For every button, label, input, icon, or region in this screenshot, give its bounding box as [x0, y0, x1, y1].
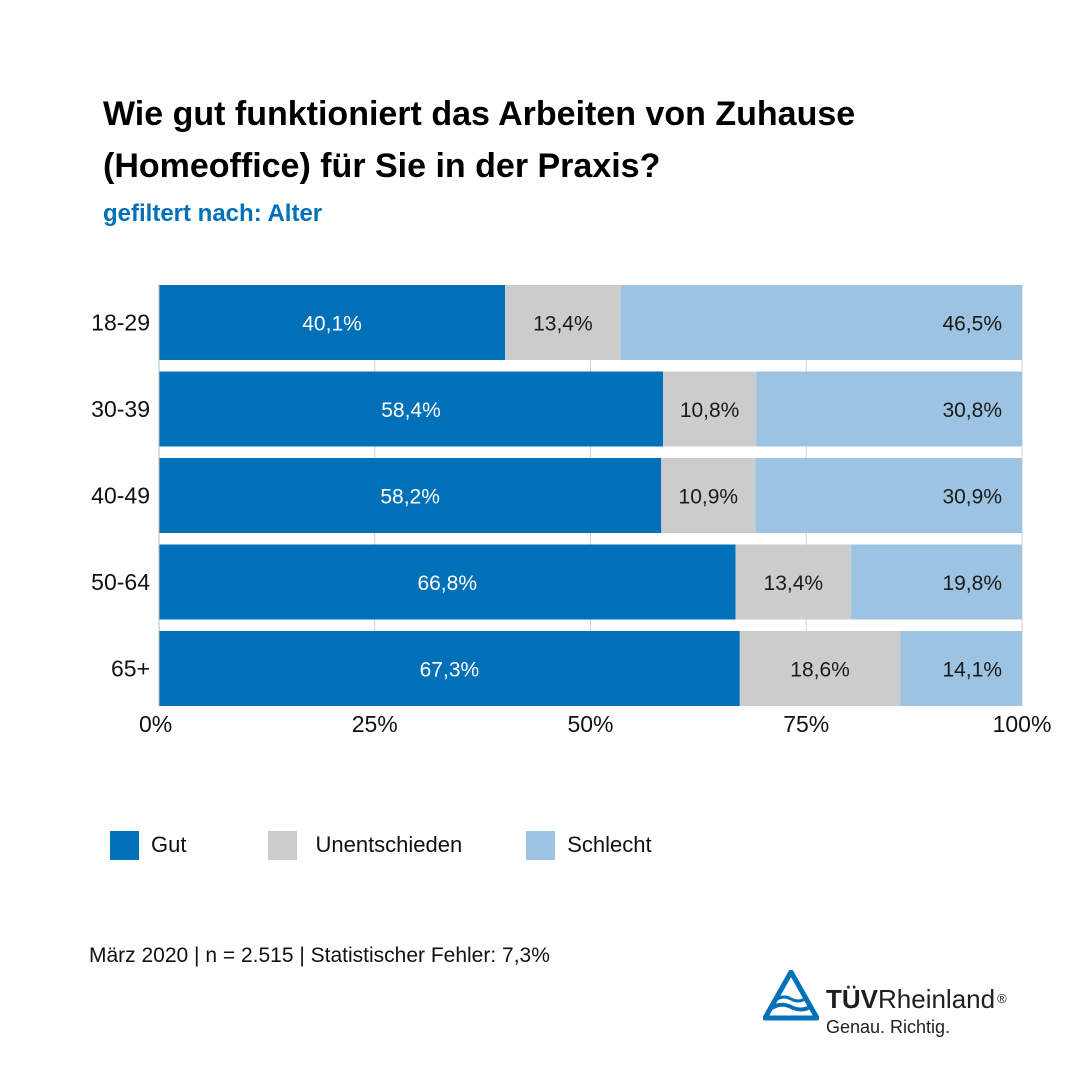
x-tick-label: 25%: [352, 711, 398, 737]
legend-swatch: [526, 830, 556, 860]
chart-title: Wie gut funktioniert das Arbeiten von Zu…: [103, 95, 856, 185]
data-label: 18,6%: [790, 659, 850, 682]
category-label: 30-39: [91, 396, 150, 422]
category-label: 18-29: [91, 310, 150, 336]
data-label: 19,8%: [942, 572, 1002, 595]
data-label: 13,4%: [533, 313, 593, 336]
data-label: 30,8%: [942, 399, 1002, 422]
legend-label: Schlecht: [567, 832, 652, 857]
stacked-bar-chart: 40,1% 13,4% 46,5% 18-29 58,4% 10,8% 30,8% 30-39…: [91, 285, 1052, 737]
data-label: 58,4%: [381, 399, 441, 422]
bar-segment: [159, 458, 662, 533]
legend-item: Gut: [110, 830, 268, 860]
legend-item: Schlecht: [526, 830, 652, 860]
category-label: 40-49: [91, 483, 150, 509]
category-label: 65+: [111, 656, 150, 682]
data-label: 10,8%: [680, 399, 740, 422]
legend-item: Unentschieden: [268, 830, 526, 860]
logo-tagline: Genau. Richtig.: [826, 1017, 951, 1037]
bar-segment: [900, 631, 1022, 706]
data-label: 14,1%: [942, 659, 1002, 682]
bar-segment: [739, 631, 901, 706]
bar-segment: [159, 285, 506, 360]
data-label: 40,1%: [302, 313, 362, 336]
data-label: 13,4%: [764, 572, 824, 595]
x-tick-label: 100%: [993, 711, 1052, 737]
x-tick-label: 0%: [139, 711, 172, 737]
legend: Gut Unentschieden Schlecht: [110, 830, 652, 860]
bar-segment: [735, 544, 852, 620]
bar-segment: [159, 631, 740, 706]
chart-subtitle: gefiltert nach: Alter: [103, 200, 323, 227]
legend-swatch: [110, 830, 139, 860]
bar-segment: [662, 371, 757, 447]
logo-brand-bold: TÜV: [826, 984, 878, 1014]
data-label: 10,9%: [679, 486, 739, 509]
bar-segment: [505, 285, 621, 360]
bar-segment: [159, 544, 736, 620]
legend-label: Gut: [151, 832, 187, 857]
logo-brand-regular: Rheinland: [878, 984, 996, 1014]
data-label: 67,3%: [420, 659, 480, 682]
bar-segment: [661, 458, 756, 533]
category-label: 50-64: [91, 569, 150, 595]
legend-label: Unentschieden: [315, 832, 463, 857]
footnote: März 2020 | n = 2.515 | Statistischer Fe…: [89, 944, 550, 967]
tuev-rheinland-logo: TÜVRheinland ® Genau. Richtig.: [763, 970, 1043, 1050]
x-tick-label: 75%: [783, 711, 829, 737]
data-label: 66,8%: [417, 572, 477, 595]
bar-segment: [620, 285, 1022, 360]
logo-registered-mark: ®: [997, 991, 1007, 1006]
x-tick-label: 50%: [567, 711, 613, 737]
data-label: 30,9%: [942, 486, 1002, 509]
bar-segment: [159, 371, 663, 447]
data-label: 46,5%: [942, 313, 1002, 336]
bar-segment: [755, 458, 1022, 533]
bar-segment: [851, 544, 1022, 620]
logo-brand: TÜVRheinland ®: [826, 985, 1007, 1013]
tuev-triangle-icon: [763, 970, 819, 1021]
data-label: 58,2%: [380, 486, 440, 509]
bar-segment: [756, 371, 1022, 447]
legend-swatch: [268, 830, 298, 860]
